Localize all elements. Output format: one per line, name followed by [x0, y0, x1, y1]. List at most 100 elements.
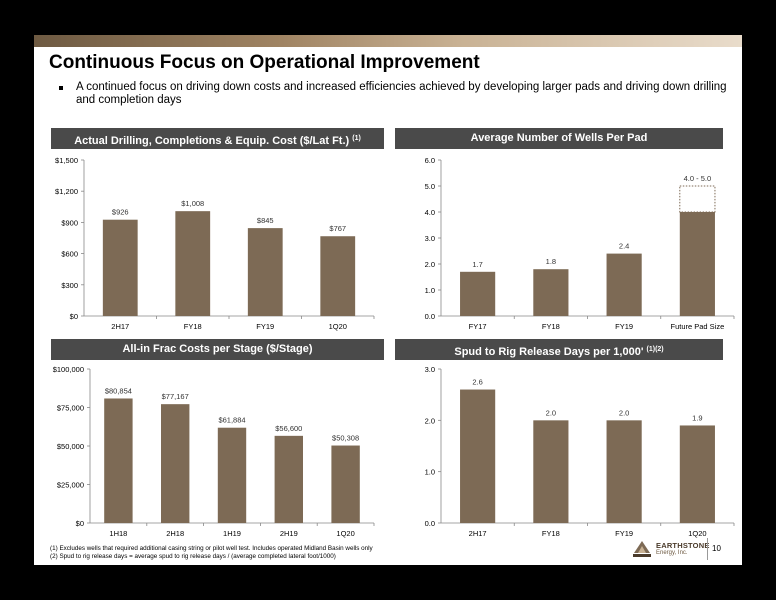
spud-y-tick-label: 3.0 — [425, 365, 435, 374]
frac-data-label: $50,308 — [332, 434, 359, 443]
spud-data-label: 2.0 — [546, 408, 556, 417]
spud-x-tick-label: 2H17 — [469, 529, 487, 538]
spud-data-label: 1.9 — [692, 413, 702, 422]
wells-y-tick-label: 1.0 — [425, 286, 435, 295]
drill-data-label: $845 — [257, 216, 274, 225]
wells-bar — [679, 212, 715, 316]
spud-data-label: 2.0 — [619, 408, 629, 417]
frac-y-tick-label: $0 — [76, 519, 84, 528]
logo-divider — [707, 538, 708, 560]
wells-data-label: 4.0 - 5.0 — [684, 174, 712, 183]
drill-y-tick-label: $600 — [61, 250, 78, 259]
page-number: 10 — [712, 544, 721, 553]
wells-y-tick-label: 2.0 — [425, 260, 435, 269]
spud-days-header-sup: (1)(2) — [646, 346, 664, 353]
drill-x-tick-label: 2H17 — [111, 322, 129, 331]
frac-x-tick-label: 1H18 — [109, 529, 127, 538]
frac-x-tick-label: 2H19 — [280, 529, 298, 538]
spud-y-tick-label: 2.0 — [425, 416, 435, 425]
drill-bar — [320, 236, 356, 316]
wells-data-label: 2.4 — [619, 242, 629, 251]
frac-data-label: $61,884 — [218, 416, 245, 425]
wells-x-tick-label: Future Pad Size — [670, 322, 724, 331]
frac-bar — [104, 398, 133, 523]
wells-per-pad-header: Average Number of Wells Per Pad — [395, 128, 723, 149]
spud-x-tick-label: FY19 — [615, 529, 633, 538]
drill-bar — [175, 211, 211, 316]
drill-cost-header-text: Actual Drilling, Completions & Equip. Co… — [74, 135, 350, 147]
drill-x-tick-label: FY19 — [256, 322, 274, 331]
frac-bar — [217, 427, 247, 523]
bullet-icon — [59, 86, 63, 90]
drill-data-label: $1,008 — [181, 199, 204, 208]
drill-y-tick-label: $300 — [61, 281, 78, 290]
spud-bar — [606, 420, 642, 523]
wells-bar — [606, 253, 642, 316]
wells-bar — [533, 269, 569, 316]
drill-y-tick-label: $1,500 — [55, 156, 78, 165]
wells-y-tick-label: 4.0 — [425, 208, 435, 217]
logo-subtitle: Energy, Inc. — [656, 550, 688, 556]
frac-data-label: $77,167 — [162, 392, 189, 401]
bullet-text: A continued focus on driving down costs … — [76, 81, 727, 106]
frac-cost-header-text: All-in Frac Costs per Stage ($/Stage) — [122, 343, 313, 355]
company-logo: EARTHSTONE Energy, Inc. — [632, 537, 709, 561]
drill-bar — [102, 219, 138, 316]
frac-cost-header: All-in Frac Costs per Stage ($/Stage) — [51, 339, 384, 360]
drill-data-label: $926 — [112, 208, 129, 217]
spud-y-tick-label: 1.0 — [425, 468, 435, 477]
drill-x-tick-label: FY18 — [184, 322, 202, 331]
drill-y-tick-label: $0 — [70, 312, 78, 321]
drill-y-tick-label: $1,200 — [55, 187, 78, 196]
wells-per-pad-header-text: Average Number of Wells Per Pad — [470, 132, 648, 144]
wells-data-label: 1.7 — [472, 260, 482, 269]
slide: Continuous Focus on Operational Improvem… — [34, 35, 742, 565]
wells-y-tick-label: 3.0 — [425, 234, 435, 243]
spud-days-header-text: Spud to Rig Release Days per 1,000' — [454, 346, 644, 358]
frac-y-tick-label: $50,000 — [57, 442, 84, 451]
top-accent-bar — [34, 35, 742, 47]
spud-bar — [533, 420, 569, 523]
earthstone-logo-icon — [633, 541, 651, 557]
frac-x-tick-label: 1Q20 — [336, 529, 354, 538]
wells-x-tick-label: FY17 — [469, 322, 487, 331]
drill-x-tick-label: 1Q20 — [329, 322, 347, 331]
frac-data-label: $80,854 — [105, 386, 132, 395]
logo-name: EARTHSTONE — [656, 541, 710, 550]
footnote-1: (1) Excludes wells that required additio… — [50, 545, 373, 552]
frac-y-tick-label: $100,000 — [53, 365, 84, 374]
spud-x-tick-label: 1Q20 — [688, 529, 706, 538]
frac-bar — [161, 404, 190, 523]
wells-y-tick-label: 6.0 — [425, 156, 435, 165]
wells-range-box — [679, 185, 716, 213]
wells-bar — [460, 271, 496, 316]
drill-cost-header: Actual Drilling, Completions & Equip. Co… — [51, 128, 384, 149]
frac-y-tick-label: $25,000 — [57, 481, 84, 490]
spud-data-label: 2.6 — [472, 378, 482, 387]
frac-x-tick-label: 2H18 — [166, 529, 184, 538]
spud-days-chart: 0.0 1.0 2.0 3.0 2.6 2H17 2.0 FY18 2.0 FY19 1.9 1Q20 — [425, 365, 735, 538]
spud-days-header: Spud to Rig Release Days per 1,000' (1)(… — [395, 339, 723, 360]
wells-per-pad-chart: 0.0 1.0 2.0 3.0 4.0 5.0 6.0 1.7 FY17 1.8 FY18 2.4 FY… — [425, 156, 735, 331]
frac-bar — [331, 445, 360, 523]
footnote-2: (2) Spud to rig release days = average s… — [50, 553, 336, 560]
frac-cost-chart: $0 $25,000 $50,000 $75,000 $100,000 $80,854 1H… — [53, 365, 375, 538]
spud-bar — [460, 389, 496, 523]
spud-y-tick-label: 0.0 — [425, 519, 435, 528]
drill-cost-chart: $0 $300 $600 $900 $1,200 $1,500 $926 2H17 $1,008… — [55, 156, 375, 331]
frac-x-tick-label: 1H19 — [223, 529, 241, 538]
spud-bar — [679, 425, 715, 523]
drill-cost-header-sup: (1) — [352, 135, 361, 142]
footnotes: (1) Excludes wells that required additio… — [50, 545, 373, 561]
page-title: Continuous Focus on Operational Improvem… — [49, 52, 480, 73]
drill-data-label: $767 — [329, 224, 346, 233]
wells-y-tick-label: 0.0 — [425, 312, 435, 321]
spud-x-tick-label: FY18 — [542, 529, 560, 538]
wells-x-tick-label: FY18 — [542, 322, 560, 331]
drill-bar — [247, 228, 283, 316]
frac-y-tick-label: $75,000 — [57, 404, 84, 413]
wells-y-tick-label: 5.0 — [425, 182, 435, 191]
drill-y-tick-label: $900 — [61, 218, 78, 227]
frac-data-label: $56,600 — [275, 424, 302, 433]
wells-data-label: 1.8 — [546, 257, 556, 266]
